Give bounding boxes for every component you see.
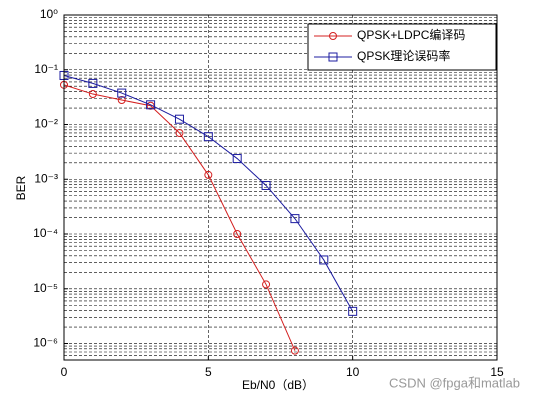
marker	[290, 346, 299, 355]
y-tick-label: 10⁻⁴	[33, 226, 58, 240]
x-tick-label: 5	[205, 365, 212, 379]
y-tick-label: 10⁻⁶	[33, 336, 58, 350]
marks	[59, 70, 358, 355]
y-tick-label: 10⁻⁵	[33, 281, 58, 295]
x-tick-label: 15	[490, 365, 504, 379]
marker	[203, 132, 213, 142]
marker	[88, 78, 98, 88]
y-tick-label: 10⁻¹	[34, 62, 58, 76]
series-line	[63, 84, 296, 351]
legend-box	[307, 23, 497, 71]
legend-label: QPSK理论误码率	[357, 48, 450, 63]
marker	[328, 52, 338, 62]
y-tick-label: 10⁻²	[34, 117, 58, 131]
marker	[232, 154, 242, 164]
marker	[290, 214, 300, 224]
marker	[117, 88, 127, 98]
marker	[233, 230, 242, 239]
y-axis-label: BER	[14, 175, 28, 200]
marker	[261, 180, 271, 190]
marker	[174, 114, 184, 124]
x-tick-label: 0	[61, 365, 68, 379]
axes-box	[63, 14, 498, 361]
marker	[319, 255, 329, 265]
x-axis-label: Eb/N0（dB）	[242, 378, 314, 392]
watermark: CSDN @fpga和matlab	[389, 375, 520, 390]
series-line	[63, 74, 354, 312]
marker	[348, 306, 358, 316]
marker	[329, 32, 337, 40]
legend-label: QPSK+LDPC编译码	[357, 27, 465, 42]
y-tick-label: 10⁻³	[34, 171, 58, 185]
marker	[88, 90, 97, 99]
marker	[204, 170, 213, 179]
marker	[146, 100, 156, 110]
marker	[262, 280, 271, 289]
y-tick-label: 10⁰	[40, 7, 58, 21]
marker	[175, 128, 184, 137]
x-tick-label: 10	[346, 365, 360, 379]
marker	[117, 96, 126, 105]
